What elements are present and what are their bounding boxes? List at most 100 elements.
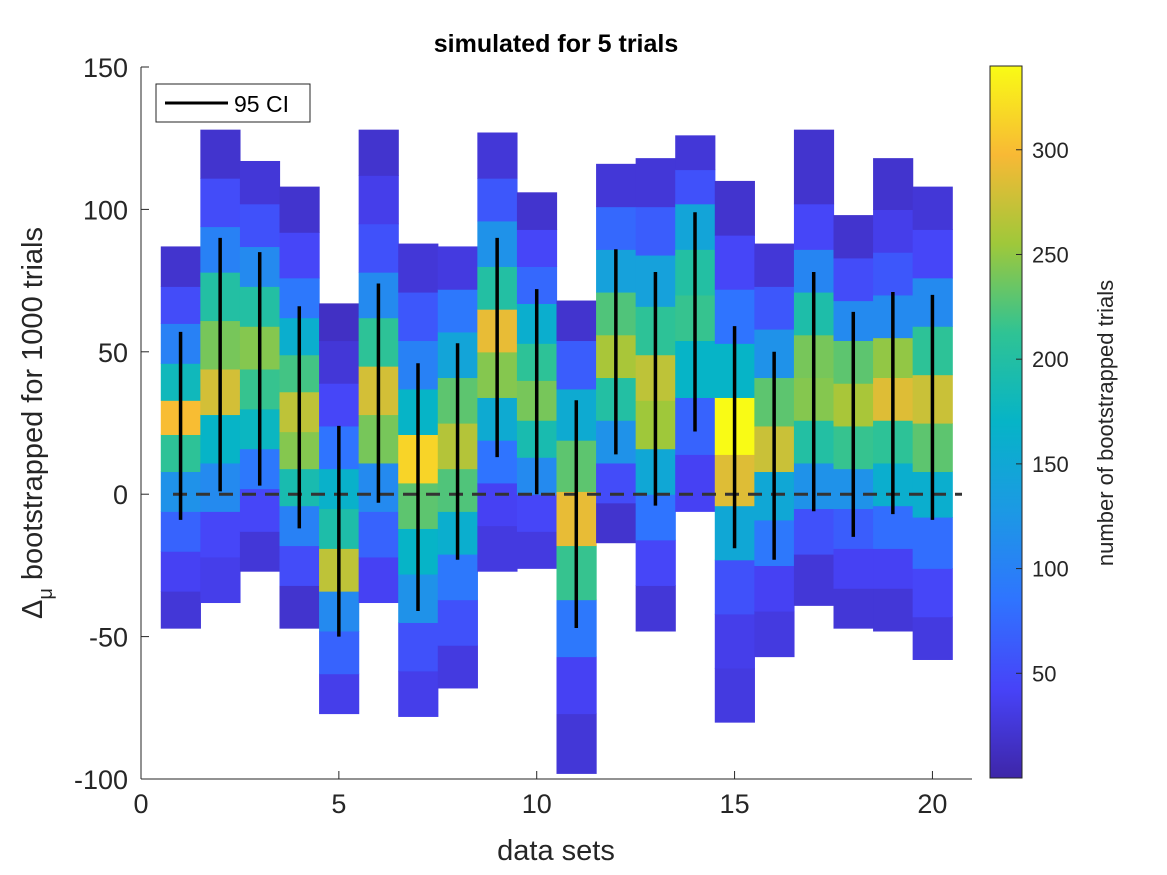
heatmap-bin	[279, 545, 320, 586]
heatmap-bin	[437, 246, 478, 290]
heatmap-bin	[437, 599, 478, 646]
svg-text:Δμbootstrapped for 1000 trial: Δμ bootstrapped for 1000 trials	[17, 227, 57, 619]
colorbar: 50 100 150 200 250 300 number of bootstrapped…	[989, 65, 1118, 779]
colorbar-label: number of bootstrapped trials	[1093, 280, 1118, 566]
heatmap-bin	[200, 511, 241, 558]
x-tick-label: 0	[133, 789, 148, 819]
heatmap-bin	[279, 186, 320, 233]
heatmap-bin	[833, 588, 874, 629]
heatmap-bin	[358, 511, 399, 558]
heatmap-bin	[912, 616, 953, 660]
heatmap-bin	[477, 525, 518, 572]
heatmap-bin	[200, 556, 241, 604]
heatmap-bin	[714, 235, 755, 290]
heatmap-bin	[754, 243, 795, 287]
y-axis-label-subscript: μ	[35, 588, 57, 600]
heatmap-bin	[675, 169, 716, 205]
heatmap-bin	[556, 300, 597, 342]
heatmap-bin	[160, 551, 201, 592]
heatmap-bin	[437, 554, 478, 601]
heatmap-bin	[793, 554, 835, 606]
heatmap-bin	[437, 289, 478, 333]
heatmap-bin	[912, 229, 953, 279]
heatmap-bin	[754, 286, 795, 330]
y-tick-label: -100	[74, 765, 128, 795]
heatmap-bin	[873, 588, 914, 632]
heatmap-bin	[754, 565, 795, 612]
heatmap-bin	[635, 585, 676, 632]
heatmap-bin	[556, 340, 597, 390]
heatmap-bin	[516, 531, 558, 569]
y-tick-label: 150	[83, 53, 128, 83]
heatmap-bin	[556, 656, 597, 715]
heatmap-bin	[556, 713, 597, 774]
heatmap-bin	[319, 630, 360, 675]
heatmap-bin	[596, 502, 637, 544]
heatmap-bin	[596, 163, 637, 208]
heatmap-bin	[793, 508, 835, 555]
heatmap-bin	[319, 383, 360, 427]
chart-title: simulated for 5 trials	[434, 30, 679, 58]
y-tick-label: 50	[98, 338, 128, 368]
heatmap-bin	[239, 488, 281, 532]
legend: 95 CI	[155, 83, 311, 123]
y-tick-labels: -100 -50 0 50 100 150	[74, 53, 149, 795]
y-axis-label-symbol: Δ	[17, 600, 49, 619]
heatmap-bin	[833, 257, 874, 302]
heatmap-bin	[635, 206, 676, 256]
heatmap-bin	[912, 186, 953, 230]
heatmap-bin	[833, 215, 874, 259]
heatmap-bin	[714, 180, 755, 236]
heatmap-bin	[200, 178, 241, 228]
heatmap-bin	[279, 232, 320, 279]
heatmap-bin	[793, 203, 835, 250]
heatmap-bin	[714, 667, 755, 723]
heatmap-bin	[516, 494, 558, 532]
heatmap-bin	[754, 610, 795, 658]
heatmap-bin	[358, 223, 399, 273]
colorbar-tick-label: 250	[1032, 242, 1069, 267]
colorbar-tick-labels: 50 100 150 200 250 300	[1016, 138, 1069, 686]
heatmap-bin	[714, 613, 755, 669]
heatmap-bin	[319, 303, 360, 342]
heatmap-bin	[873, 209, 914, 253]
x-tick-label: 20	[917, 789, 947, 819]
heatmap-bin	[358, 129, 399, 176]
colorbar-tick-label: 200	[1032, 347, 1069, 372]
heatmap-bin	[516, 192, 558, 230]
x-tick-label: 15	[720, 789, 750, 819]
colorbar-tick-label: 100	[1032, 557, 1069, 582]
legend-label: 95 CI	[234, 91, 289, 117]
x-tick-label: 10	[522, 789, 552, 819]
heatmap-bin	[477, 482, 518, 527]
y-axis-label: Δμ bootstrapped for 1000 trials	[17, 227, 57, 619]
heatmap-bin	[596, 462, 637, 504]
heatmap-bin	[279, 585, 320, 629]
heatmap-bin	[477, 178, 518, 222]
heatmap-bin	[873, 548, 914, 589]
heatmap-bin	[477, 132, 518, 179]
heatmap-bin	[635, 539, 676, 586]
y-tick-label: 0	[113, 480, 128, 510]
heatmap-bin	[793, 129, 835, 205]
heatmap-bin	[675, 454, 716, 512]
heatmap-bin	[873, 158, 914, 210]
heatmap-bin	[398, 243, 439, 293]
colorbar-tick-label: 50	[1032, 661, 1056, 686]
heatmap-bin	[912, 516, 953, 569]
heatmap-bin	[437, 645, 478, 689]
heatmap-bin	[239, 531, 281, 572]
y-axis: -100 -50 0 50 100 150	[74, 53, 149, 795]
heatmap-bin	[398, 291, 439, 342]
heatmap-bin	[358, 556, 399, 604]
y-tick-label: -50	[89, 623, 128, 653]
heatmap-bin	[200, 129, 241, 179]
heatmap-bin	[912, 568, 953, 618]
heatmap-bin	[358, 175, 399, 225]
heatmap-bin	[160, 286, 201, 324]
y-axis-label-text: bootstrapped for 1000 trials	[17, 227, 49, 580]
heatmap-bin	[239, 203, 281, 248]
x-tick-label: 5	[331, 789, 346, 819]
heatmap-bin	[596, 206, 637, 250]
